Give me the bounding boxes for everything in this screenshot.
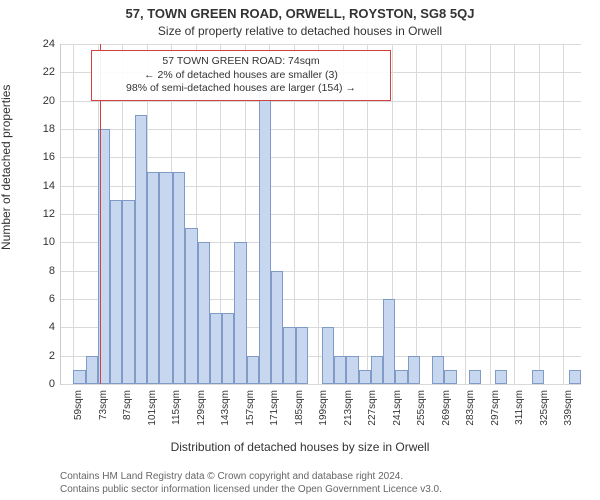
histogram-bar [296, 327, 308, 384]
annotation-box: 57 TOWN GREEN ROAD: 74sqm ← 2% of detach… [91, 50, 391, 101]
histogram-bar [322, 327, 334, 384]
x-tick-label: 241sqm [392, 390, 403, 426]
y-tick-label: 22 [43, 66, 55, 78]
chart-title: 57, TOWN GREEN ROAD, ORWELL, ROYSTON, SG… [0, 6, 600, 21]
x-tick-label: 199sqm [318, 390, 329, 426]
x-axis-label: Distribution of detached houses by size … [0, 440, 600, 454]
histogram-bar [210, 313, 222, 384]
y-tick-label: 2 [49, 350, 55, 362]
y-tick-label: 18 [43, 123, 55, 135]
histogram-bar [346, 356, 358, 384]
histogram-bar [110, 200, 122, 384]
histogram-bar [185, 228, 197, 384]
histogram-bar [283, 327, 295, 384]
x-tick-label: 283sqm [465, 390, 476, 426]
histogram-bar [371, 356, 383, 384]
chart-container: 57, TOWN GREEN ROAD, ORWELL, ROYSTON, SG… [0, 0, 600, 500]
histogram-bar [259, 87, 271, 385]
histogram-bar [222, 313, 234, 384]
x-tick-label: 157sqm [245, 390, 256, 426]
y-tick-label: 24 [43, 38, 55, 50]
y-tick-label: 16 [43, 151, 55, 163]
x-tick-label: 269sqm [441, 390, 452, 426]
histogram-bar [159, 172, 173, 385]
x-tick-label: 339sqm [563, 390, 574, 426]
x-tick-label: 171sqm [269, 390, 280, 426]
x-tick-label: 297sqm [490, 390, 501, 426]
annotation-line-3: 98% of semi-detached houses are larger (… [100, 82, 382, 96]
histogram-bar [247, 356, 259, 384]
histogram-bar [432, 356, 444, 384]
gridline [61, 384, 581, 385]
histogram-bar [383, 299, 395, 384]
histogram-bar [532, 370, 544, 384]
x-tick-label: 115sqm [171, 390, 182, 425]
histogram-bar [469, 370, 481, 384]
histogram-bar [73, 370, 85, 384]
histogram-bar [444, 370, 456, 384]
footer-line-1: Contains HM Land Registry data © Crown c… [60, 471, 442, 484]
y-tick-label: 0 [49, 378, 55, 390]
histogram-bar [334, 356, 346, 384]
y-tick-label: 8 [49, 265, 55, 277]
x-tick-label: 87sqm [122, 390, 133, 420]
histogram-bar [198, 242, 210, 384]
plot-area: 57 TOWN GREEN ROAD: 74sqm ← 2% of detach… [60, 44, 581, 385]
chart-subtitle: Size of property relative to detached ho… [0, 24, 600, 38]
histogram-bar [122, 200, 134, 384]
y-axis-label: Number of detached properties [0, 85, 13, 250]
y-tick-label: 12 [43, 208, 55, 220]
x-tick-label: 311sqm [514, 390, 525, 425]
y-tick-label: 14 [43, 180, 55, 192]
histogram-bar [86, 356, 98, 384]
y-tick-label: 20 [43, 95, 55, 107]
x-tick-label: 325sqm [539, 390, 550, 426]
histogram-bar [135, 115, 147, 384]
footer-line-2: Contains public sector information licen… [60, 484, 442, 497]
histogram-bar [408, 356, 420, 384]
histogram-bar [395, 370, 407, 384]
histogram-bar [495, 370, 507, 384]
y-tick-label: 10 [43, 236, 55, 248]
annotation-line-1: 57 TOWN GREEN ROAD: 74sqm [100, 55, 382, 69]
x-tick-label: 143sqm [220, 390, 231, 426]
x-tick-label: 255sqm [416, 390, 427, 426]
annotation-line-2: ← 2% of detached houses are smaller (3) [100, 69, 382, 83]
y-tick-label: 4 [49, 321, 55, 333]
x-tick-label: 129sqm [196, 390, 207, 426]
histogram-bar [359, 370, 371, 384]
x-tick-label: 227sqm [367, 390, 378, 426]
y-tick-label: 6 [49, 293, 55, 305]
x-tick-label: 101sqm [147, 390, 158, 426]
histogram-bar [569, 370, 581, 384]
x-tick-label: 185sqm [294, 390, 305, 426]
x-tick-label: 73sqm [98, 390, 109, 420]
histogram-bar [147, 172, 159, 385]
footer-attribution: Contains HM Land Registry data © Crown c… [60, 471, 442, 496]
histogram-bar [271, 271, 283, 384]
histogram-bar [234, 242, 246, 384]
histogram-bar [173, 172, 185, 385]
x-tick-label: 59sqm [73, 390, 84, 420]
x-tick-label: 213sqm [343, 390, 354, 426]
